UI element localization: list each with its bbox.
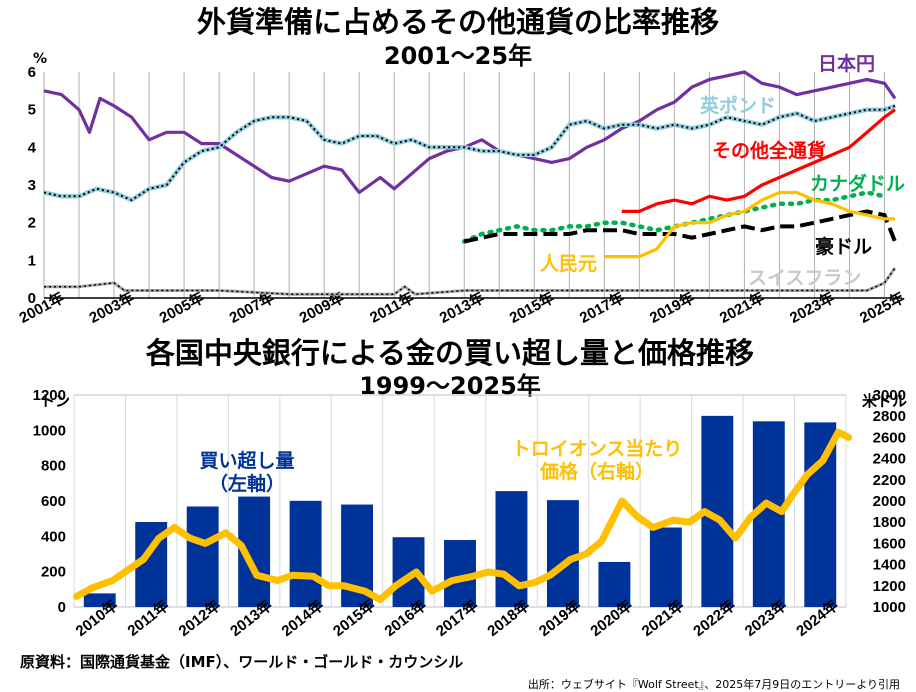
- bottom-bar-2024: [804, 422, 837, 607]
- bottom-y-ticks-left: 0 200 400 600 800 1000 1200: [33, 387, 66, 616]
- bottom-bar-2018: [495, 491, 528, 607]
- top-y-tick-2: 2: [28, 215, 36, 232]
- bottom-y2-tick-2600: 2600: [873, 429, 906, 446]
- top-y-tick-5: 5: [28, 102, 36, 119]
- top-y-tick-4: 4: [28, 139, 37, 156]
- bottom-y-ticks-right: 1000 1200 1400 1600 1800 2000 2200 2400 2600 2800…: [873, 387, 906, 616]
- bottom-y2-tick-1400: 1400: [873, 557, 906, 574]
- label-other: その他全通貨: [712, 139, 826, 162]
- credit-note: 出所：ウェブサイト『Wolf Street』、2025年7月9日のエントリーより…: [528, 677, 900, 691]
- bottom-y2-tick-1600: 1600: [873, 535, 906, 552]
- bottom-y2-tick-1200: 1200: [873, 578, 906, 595]
- bottom-y-tick-1200: 1200: [33, 387, 66, 404]
- label-aud: 豪ドル: [815, 235, 872, 258]
- bottom-bar-2019: [546, 500, 579, 607]
- bottom-y-tick-200: 200: [41, 564, 66, 581]
- top-x-tick-2019: 2019年: [646, 288, 697, 327]
- top-x-tick-2025: 2025年: [857, 288, 908, 327]
- top-x-tick-2023: 2023年: [787, 288, 838, 327]
- top-x-tick-2003: 2003年: [86, 288, 137, 327]
- top-grid: [43, 72, 885, 298]
- bottom-y2-tick-2400: 2400: [873, 451, 906, 468]
- bottom-y-tick-800: 800: [41, 458, 66, 475]
- top-series-line-2-dots: [43, 104, 896, 202]
- top-x-tick-2005: 2005年: [156, 288, 207, 327]
- bottom-y2-tick-1800: 1800: [873, 514, 906, 531]
- bottom-y-unit-left: トン: [40, 392, 70, 410]
- top-y-unit: %: [33, 51, 47, 67]
- bottom-bar-2014: [289, 500, 322, 607]
- top-x-tick-2001: 2001年: [16, 288, 67, 327]
- top-y-tick-1: 1: [28, 252, 36, 269]
- bottom-bar-2010: [83, 593, 116, 607]
- bottom-y-unit-right: 米ドル: [862, 392, 907, 410]
- bottom-y-tick-0: 0: [58, 599, 66, 616]
- top-series-line-6: [604, 190, 895, 259]
- label-chf: スイスフラン: [748, 267, 861, 289]
- source-note: 原資料：国際通貨基金（IMF）、ワールド・ゴールド・カウンシル: [20, 653, 463, 671]
- top-y-tick-6: 6: [28, 64, 36, 81]
- label-cny: 人民元: [540, 253, 597, 275]
- label-price-series-1: トロイオンス当たり: [512, 437, 683, 460]
- label-yen: 日本円: [818, 52, 875, 75]
- top-x-ticks: 2001年 2003年 2005年 2007年 2009年 2011年 2013年 2015年…: [16, 288, 908, 327]
- top-series-line-7-dots: [44, 267, 896, 295]
- top-series-line-1: [43, 70, 897, 195]
- bottom-bar-2012: [186, 506, 219, 607]
- top-y-tick-0: 0: [28, 290, 36, 307]
- bottom-y2-tick-2200: 2200: [873, 472, 906, 489]
- bottom-y2-tick-1000: 1000: [873, 599, 906, 616]
- top-series-line-5: [463, 209, 897, 244]
- top-x-tick-2015: 2015年: [506, 288, 557, 327]
- top-series-lines: [43, 70, 897, 296]
- top-x-tick-2021: 2021年: [716, 288, 767, 327]
- label-price-series-2: 価格（右軸）: [539, 460, 654, 483]
- top-series-line-3: [621, 108, 896, 213]
- top-y-tick-3: 3: [28, 177, 36, 194]
- bottom-y-tick-1000: 1000: [33, 422, 66, 439]
- bottom-y-tick-600: 600: [41, 493, 66, 510]
- bottom-grid: [73, 395, 847, 607]
- top-x-tick-2017: 2017年: [576, 288, 627, 327]
- top-chart-title: 外貨準備に占めるその他通貨の比率推移: [197, 5, 719, 39]
- bottom-price-series-line: [73, 428, 853, 604]
- top-chart-subtitle: 2001〜25年: [384, 42, 532, 70]
- bottom-bar-2021: [649, 527, 682, 607]
- bottom-y2-tick-2800: 2800: [873, 408, 906, 425]
- bottom-y2-tick-3000: 3000: [873, 387, 906, 404]
- bottom-y-tick-400: 400: [41, 528, 66, 545]
- bottom-chart-title: 各国中央銀行による金の買い超し量と価格推移: [145, 336, 754, 370]
- bottom-price-line: [73, 428, 853, 604]
- top-y-ticks: 0 1 2 3 4 5 6: [28, 64, 37, 307]
- label-pound: 英ポンド: [700, 94, 776, 117]
- bottom-chart-subtitle: 1999〜2025年: [359, 372, 541, 400]
- label-bar-series-2: （左軸）: [209, 472, 285, 495]
- bottom-bar-2020: [598, 561, 631, 607]
- top-x-tick-2013: 2013年: [436, 288, 487, 327]
- bottom-y2-tick-2000: 2000: [873, 493, 906, 510]
- label-cad: カナダドル: [810, 172, 905, 195]
- label-bar-series-1: 買い超し量: [199, 449, 294, 472]
